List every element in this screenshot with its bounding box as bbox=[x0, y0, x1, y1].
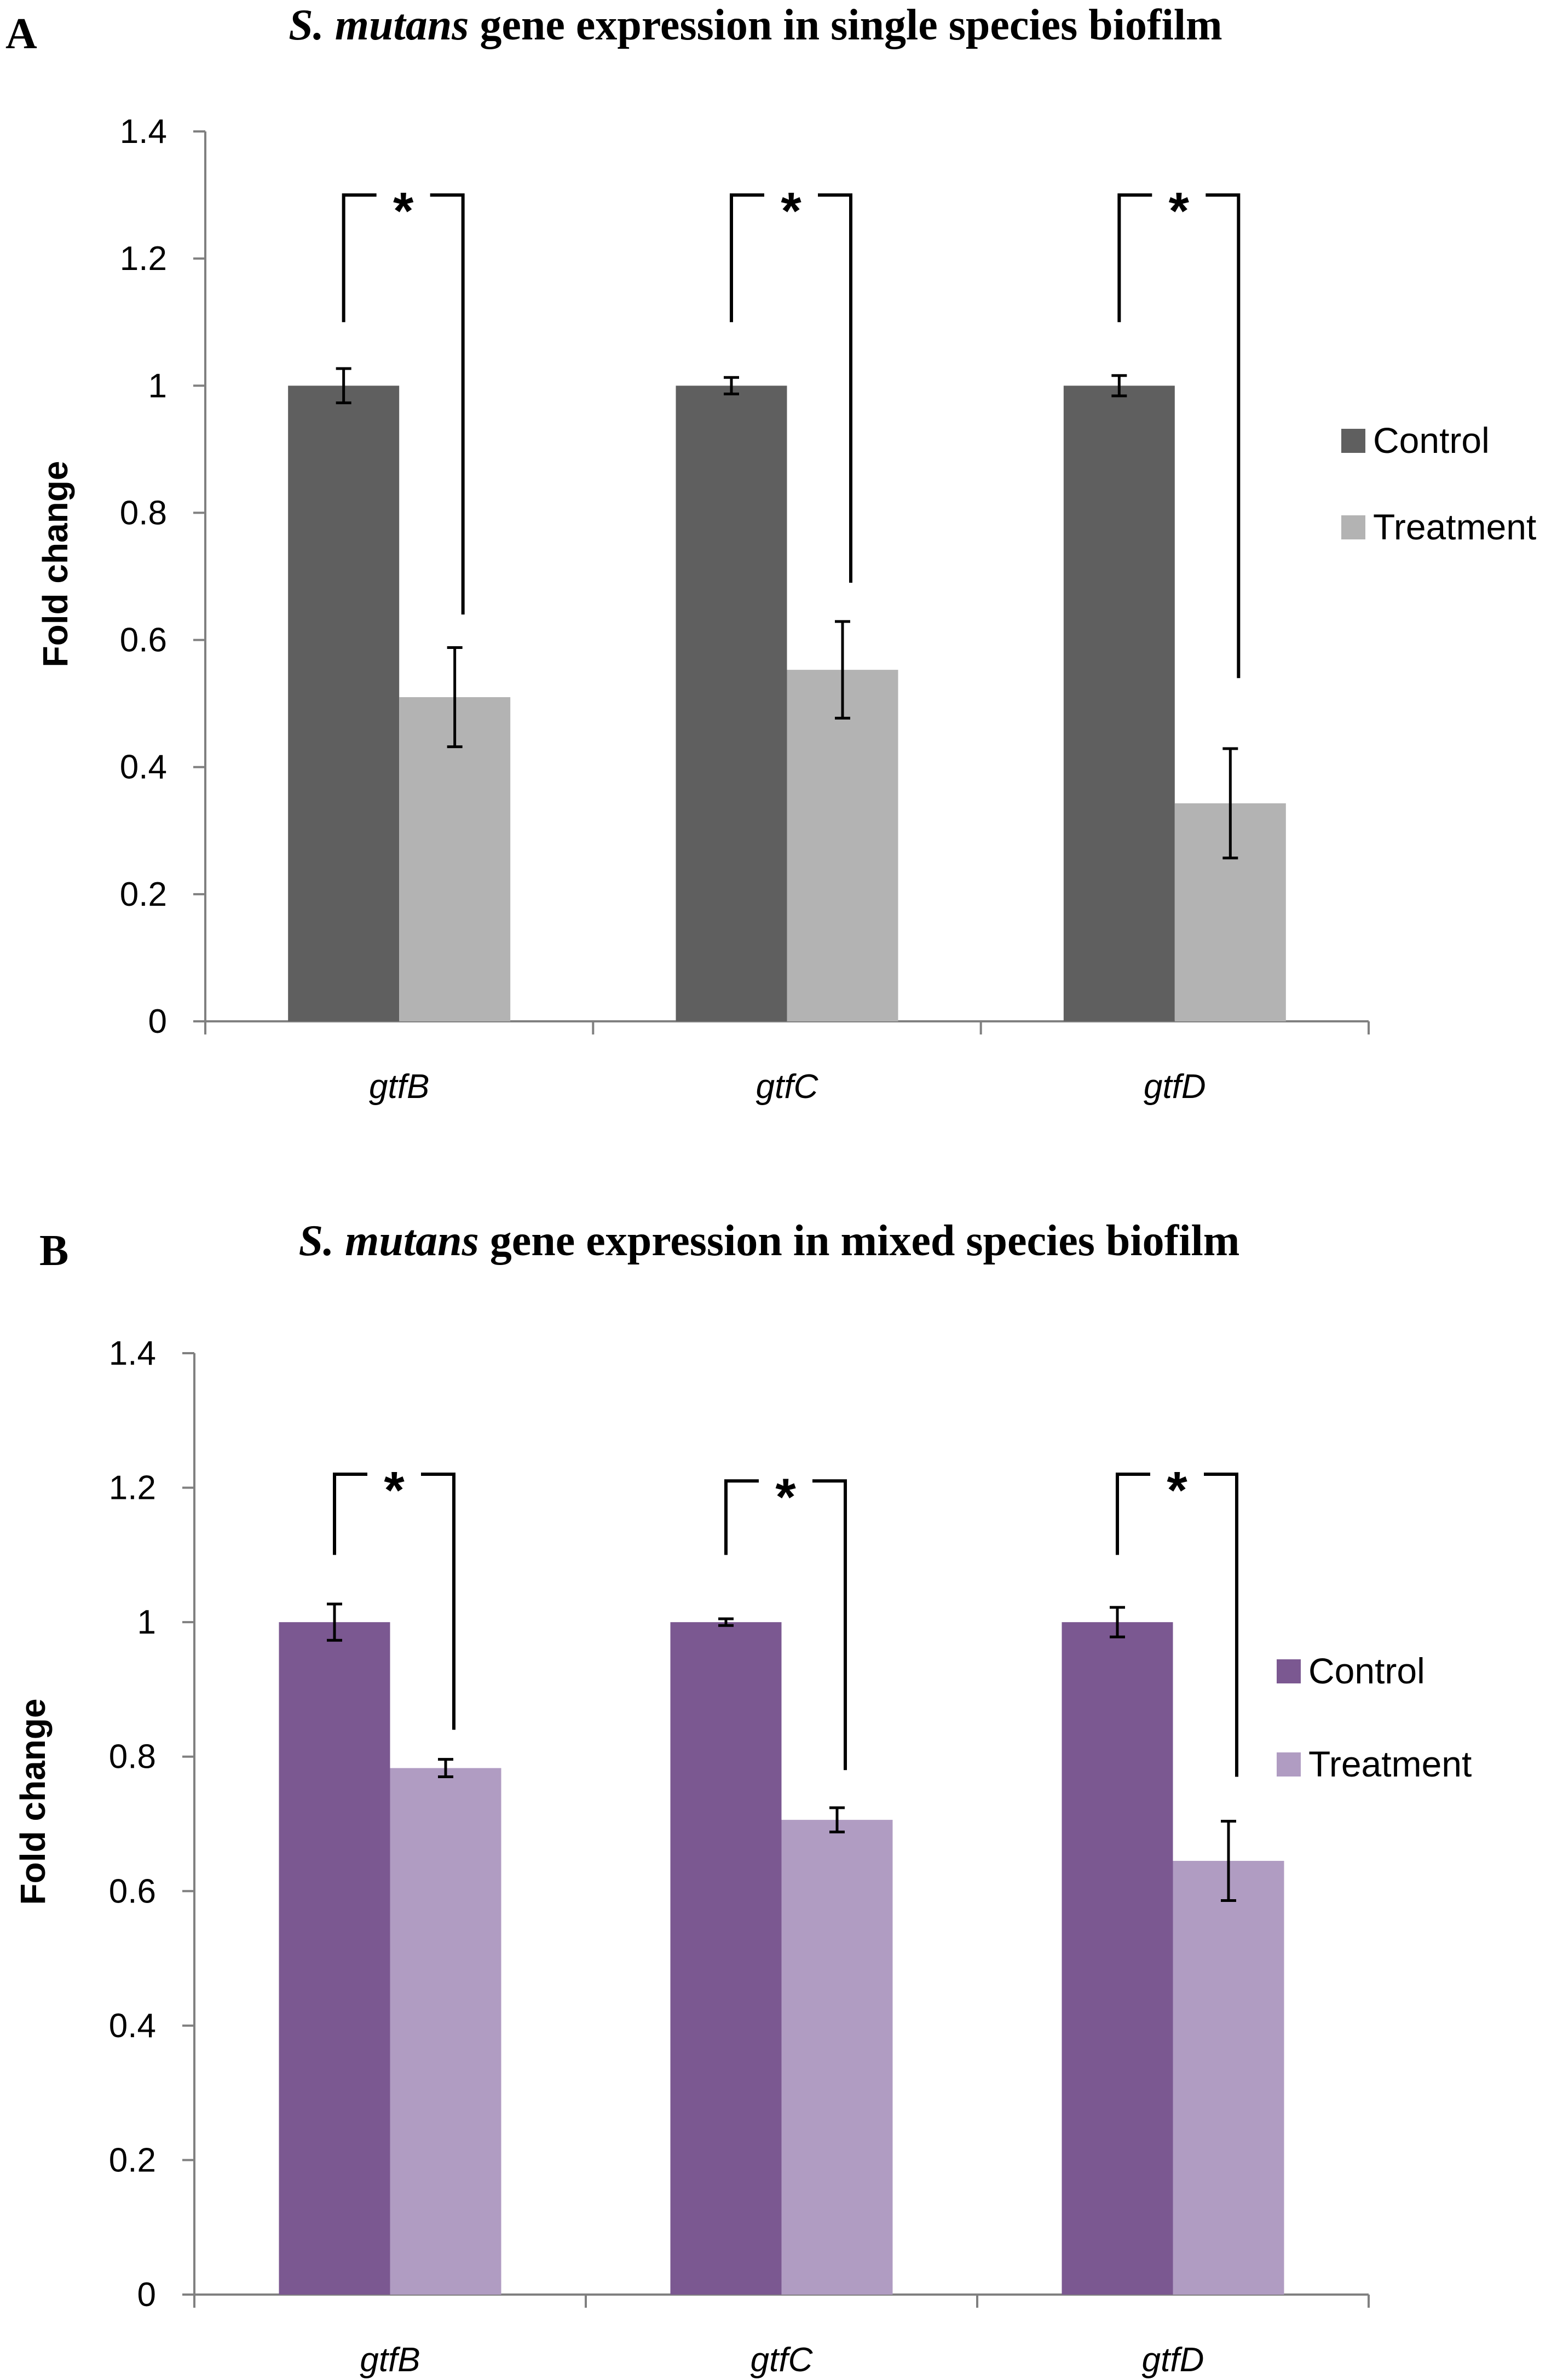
significance-star: * bbox=[1167, 1461, 1187, 1520]
bar-control-gtfB bbox=[279, 1622, 390, 2295]
legend-swatch bbox=[1341, 429, 1365, 453]
significance-bracket-left bbox=[333, 1473, 367, 1555]
chart-title: S. mutans gene expression in mixed speci… bbox=[299, 1217, 1240, 1265]
chart-title: S. mutans gene expression in single spec… bbox=[289, 1, 1222, 49]
legend-label: Treatment bbox=[1373, 507, 1536, 547]
bar-control-gtfC bbox=[676, 386, 787, 1022]
y-axis-label: Fold change bbox=[13, 1699, 53, 1905]
panel-b: B S. mutans gene expression in mixed spe… bbox=[13, 1217, 1472, 2379]
bar-control-gtfD bbox=[1062, 1622, 1173, 2295]
significance-star: * bbox=[781, 182, 801, 240]
legend-swatch bbox=[1341, 515, 1365, 539]
bar-treatment-gtfC bbox=[781, 1820, 893, 2295]
bar-treatment-gtfB bbox=[390, 1768, 501, 2295]
title-rest: gene expression in mixed species biofilm bbox=[479, 1217, 1240, 1265]
significance-bracket-left bbox=[1116, 1473, 1150, 1555]
y-tick-label: 0.6 bbox=[120, 622, 167, 659]
panel-a: A S. mutans gene expression in single sp… bbox=[5, 1, 1536, 1106]
significance-star: * bbox=[1169, 182, 1190, 240]
panel-letter: B bbox=[39, 1227, 68, 1275]
y-tick-label: 1.2 bbox=[120, 240, 167, 278]
significance-star: * bbox=[775, 1468, 796, 1526]
y-tick-label: 1 bbox=[148, 367, 167, 405]
bar-treatment-gtfD bbox=[1173, 1861, 1284, 2295]
y-tick-label: 0 bbox=[148, 1003, 167, 1040]
legend-label: Control bbox=[1373, 420, 1490, 461]
x-tick-label: gtfD bbox=[1144, 1068, 1206, 1106]
bar-treatment-gtfB bbox=[399, 697, 511, 1021]
significance-star: * bbox=[393, 182, 414, 240]
y-tick-label: 0.4 bbox=[109, 2007, 156, 2045]
bar-treatment-gtfC bbox=[787, 670, 898, 1021]
panel-letter: A bbox=[5, 10, 37, 58]
y-tick-label: 1.2 bbox=[109, 1469, 156, 1507]
title-italic: S. mutans bbox=[289, 1, 469, 49]
y-tick-label: 1.4 bbox=[120, 113, 167, 151]
bar-control-gtfD bbox=[1063, 386, 1175, 1022]
y-tick-label: 0.6 bbox=[109, 1872, 156, 1910]
legend-label: Treatment bbox=[1308, 1744, 1472, 1784]
significance-star: * bbox=[384, 1461, 405, 1520]
legend-swatch bbox=[1277, 1659, 1301, 1683]
significance-bracket-right bbox=[1206, 193, 1241, 679]
x-tick-label: gtfD bbox=[1142, 2341, 1204, 2379]
legend-swatch bbox=[1277, 1752, 1301, 1777]
significance-bracket-right bbox=[812, 1479, 847, 1770]
bar-control-gtfC bbox=[670, 1622, 782, 2295]
bar-control-gtfB bbox=[288, 386, 400, 1022]
significance-bracket-left bbox=[730, 193, 764, 323]
legend-label: Control bbox=[1308, 1651, 1425, 1691]
y-tick-label: 1.4 bbox=[109, 1335, 156, 1372]
significance-bracket-right bbox=[421, 1473, 455, 1730]
significance-bracket-right bbox=[818, 193, 852, 583]
title-rest: gene expression in single species biofil… bbox=[469, 1, 1222, 49]
x-tick-label: gtfB bbox=[360, 2341, 420, 2379]
y-axis-label: Fold change bbox=[36, 461, 75, 668]
significance-bracket-left bbox=[1117, 193, 1152, 323]
y-tick-label: 0.8 bbox=[109, 1738, 156, 1776]
y-tick-label: 0.8 bbox=[120, 494, 167, 532]
y-tick-label: 1 bbox=[137, 1603, 156, 1641]
y-tick-label: 0.2 bbox=[109, 2141, 156, 2179]
y-tick-label: 0 bbox=[137, 2276, 156, 2314]
title-italic: S. mutans bbox=[299, 1217, 479, 1265]
significance-bracket-left bbox=[724, 1479, 759, 1555]
x-tick-label: gtfC bbox=[756, 1068, 819, 1106]
x-tick-label: gtfB bbox=[369, 1068, 429, 1106]
y-tick-label: 0.4 bbox=[120, 749, 167, 786]
x-tick-label: gtfC bbox=[751, 2341, 814, 2379]
significance-bracket-left bbox=[342, 193, 377, 323]
significance-bracket-right bbox=[1204, 1473, 1238, 1777]
significance-bracket-right bbox=[430, 193, 465, 615]
y-tick-label: 0.2 bbox=[120, 876, 167, 913]
